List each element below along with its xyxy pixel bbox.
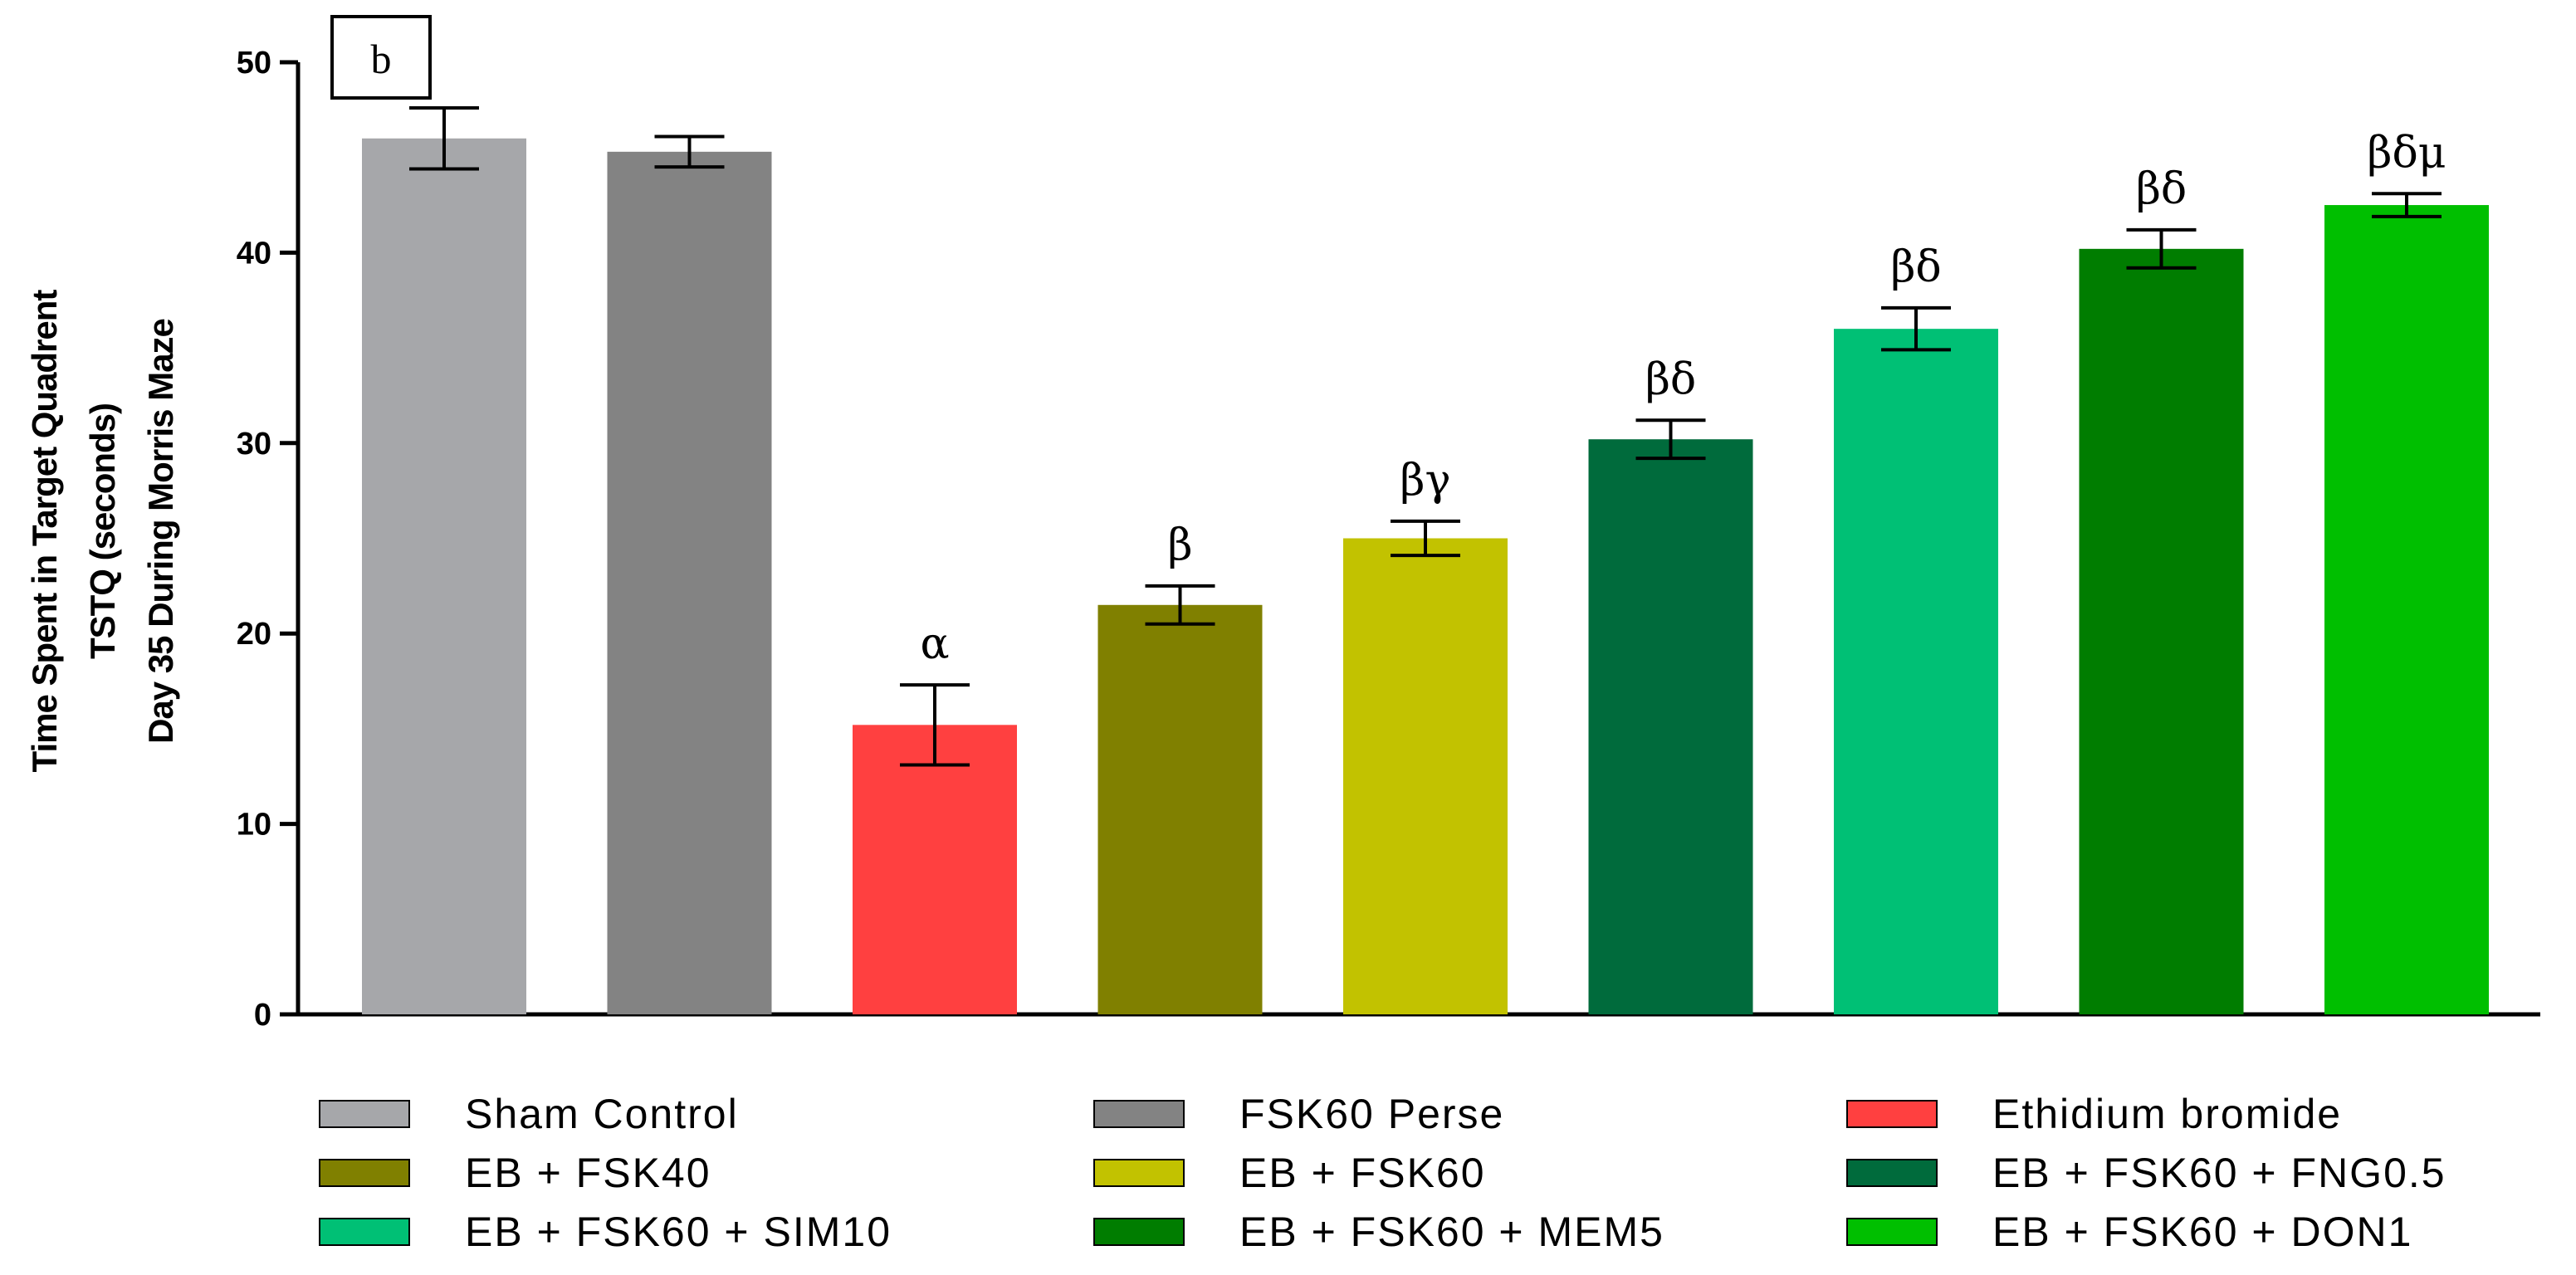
legend: Sham Control FSK60 Perse Ethidium bromide E…: [319, 1091, 2446, 1255]
legend-swatch-4: [319, 1159, 410, 1187]
y-tick-label: 50: [237, 46, 271, 81]
legend-label-6: EB + FSK60 + FNG0.5: [1992, 1150, 2446, 1196]
legend-swatch-2: [1093, 1100, 1185, 1128]
significance-label-8: βδ: [2136, 164, 2187, 214]
legend-label-9: EB + FSK60 + DON1: [1992, 1209, 2412, 1255]
y-ticks: 0 10 20 30 40 50: [237, 46, 298, 1033]
bar-1: [362, 138, 526, 1014]
bar-4: [1097, 604, 1263, 1014]
bar-7: [1834, 329, 1998, 1014]
legend-label-4: EB + FSK40: [465, 1150, 711, 1196]
legend-label-2: FSK60 Perse: [1239, 1091, 1504, 1137]
bar-9: [2324, 205, 2489, 1015]
legend-label-7: EB + FSK60 + SIM10: [465, 1209, 892, 1255]
y-axis-title: Time Spent in Target Quadrent TSTQ (seco…: [25, 290, 180, 773]
y-tick-label: 0: [254, 998, 271, 1033]
panel-label: b: [371, 36, 392, 82]
y-tick-label: 40: [237, 236, 271, 271]
panel-label-box: b: [330, 15, 432, 100]
legend-label-5: EB + FSK60: [1239, 1150, 1486, 1196]
legend-swatch-1: [319, 1100, 410, 1128]
significance-label-5: βγ: [1400, 456, 1450, 506]
y-tick-label: 30: [237, 427, 271, 462]
legend-swatch-7: [319, 1218, 410, 1246]
legend-swatch-5: [1093, 1159, 1185, 1187]
panel-label-frame: [330, 15, 432, 100]
bar-3: [853, 725, 1017, 1014]
y-axis-title-line-3: Day 35 During Morris Maze: [141, 319, 180, 744]
significance-label-6: βδ: [1645, 354, 1696, 404]
significance-label-7: βδ: [1890, 242, 1941, 292]
legend-swatch-9: [1846, 1218, 1938, 1246]
bars: α β βγ βδ βδ βδ βδμ: [362, 106, 2489, 1015]
bar-2: [607, 151, 772, 1014]
y-axis-title-line-2: TSTQ (seconds): [83, 403, 122, 659]
significance-label-4: β: [1167, 520, 1192, 570]
y-tick-label: 10: [237, 808, 271, 843]
bar-8: [2079, 248, 2244, 1014]
significance-label-3: α: [920, 619, 949, 669]
legend-label-1: Sham Control: [465, 1091, 739, 1137]
legend-label-3: Ethidium bromide: [1992, 1091, 2342, 1137]
bar-6: [1588, 439, 1753, 1014]
legend-swatch-3: [1846, 1100, 1938, 1128]
legend-swatch-6: [1846, 1159, 1938, 1187]
bar-5: [1343, 538, 1508, 1014]
y-tick-label: 20: [237, 617, 271, 652]
significance-label-9: βδμ: [2367, 128, 2446, 178]
legend-swatch-8: [1093, 1218, 1185, 1246]
y-axis-title-line-1: Time Spent in Target Quadrent: [25, 290, 64, 773]
legend-label-8: EB + FSK60 + MEM5: [1239, 1209, 1664, 1255]
